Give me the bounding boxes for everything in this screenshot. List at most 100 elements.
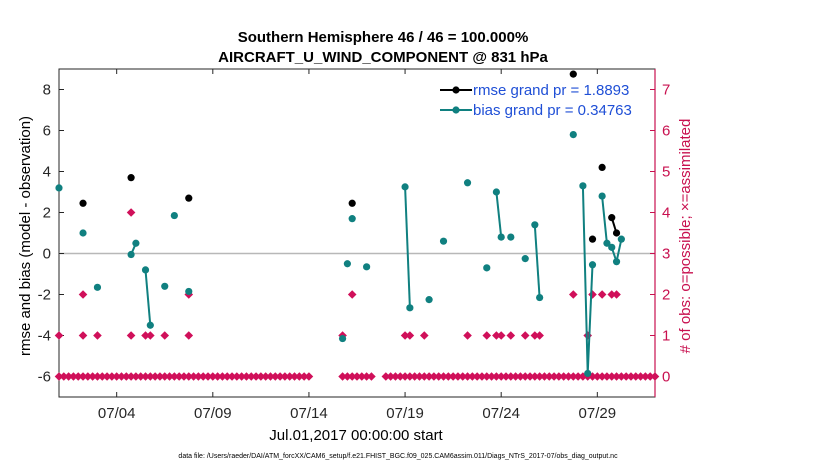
- obs-marker: [482, 331, 492, 340]
- bias-point: [79, 229, 87, 237]
- obs-marker: [506, 331, 516, 340]
- rmse-point: [185, 194, 193, 202]
- legend-label-rmse: rmse grand pr = 1.8893: [473, 82, 629, 99]
- obs-marker-zero: [222, 372, 232, 381]
- obs-marker-zero: [501, 372, 511, 381]
- x-tick-label: 07/04: [98, 405, 136, 422]
- obs-marker-zero: [343, 372, 352, 381]
- obs-marker-zero: [107, 372, 117, 381]
- x-axis-label: Jul.01,2017 00:00:00 start: [269, 427, 443, 444]
- obs-marker-zero: [275, 372, 285, 381]
- obs-marker-zero: [568, 372, 578, 381]
- bias-point: [401, 183, 409, 191]
- bias-point: [569, 131, 577, 139]
- bias-line: [533, 224, 541, 298]
- obs-marker-zero: [295, 372, 304, 381]
- obs-marker-zero: [530, 372, 540, 381]
- obs-marker-zero: [83, 372, 93, 381]
- bias-point: [363, 263, 371, 271]
- obs-marker-zero: [208, 372, 218, 381]
- obs-marker: [463, 331, 472, 340]
- bias-point: [584, 369, 592, 378]
- y-right-tick-label: 1: [662, 328, 670, 345]
- y-left-tick-label: 0: [43, 246, 51, 263]
- obs-marker-zero: [463, 372, 472, 381]
- obs-marker-zero: [472, 372, 482, 381]
- legend-label-bias: bias grand pr = 0.34763: [473, 102, 632, 119]
- bias-point: [141, 266, 150, 274]
- bias-point: [507, 233, 515, 241]
- obs-marker: [78, 331, 88, 340]
- obs-marker-zero: [612, 372, 621, 381]
- obs-marker-zero: [131, 372, 141, 381]
- obs-marker-zero: [194, 372, 203, 381]
- obs-marker-zero: [405, 372, 415, 381]
- obs-marker-zero: [174, 372, 184, 381]
- obs-marker-zero: [444, 372, 453, 381]
- bias-line: [144, 269, 152, 326]
- chart-title: Southern Hemisphere 46 / 46 = 100.000%: [238, 29, 529, 46]
- rmse-point: [79, 199, 87, 207]
- plot-frame: [58, 68, 656, 398]
- x-tick-label: 07/09: [194, 405, 232, 422]
- obs-marker-zero: [184, 372, 194, 381]
- obs-marker-zero: [189, 372, 198, 381]
- x-tick-label: 07/29: [579, 405, 617, 422]
- obs-marker-zero: [381, 372, 391, 381]
- obs-marker-zero: [136, 372, 146, 381]
- obs-marker-zero: [251, 372, 261, 381]
- obs-marker: [78, 290, 88, 299]
- obs-marker-zero: [150, 372, 160, 381]
- bias-point: [603, 239, 611, 247]
- obs-marker-zero: [54, 372, 64, 381]
- bias-point: [343, 260, 351, 268]
- obs-marker-zero: [458, 372, 468, 381]
- y-right-tick-label: 4: [662, 205, 670, 222]
- obs-marker-zero: [112, 372, 121, 381]
- bias-point: [588, 261, 597, 269]
- y-right-tick-label: 6: [662, 123, 670, 140]
- obs-marker-zero: [419, 372, 429, 381]
- y-right-tick-label: 7: [662, 82, 670, 99]
- bias-point: [93, 283, 102, 291]
- obs-marker-zero: [621, 372, 631, 381]
- obs-marker-zero: [213, 372, 222, 381]
- obs-marker-zero: [516, 372, 525, 381]
- bias-point: [483, 264, 491, 272]
- obs-marker-zero: [468, 372, 477, 381]
- obs-marker-zero: [299, 372, 309, 381]
- bias-point: [492, 188, 500, 196]
- obs-marker: [160, 331, 170, 340]
- obs-marker-zero: [549, 372, 559, 381]
- obs-marker-zero: [280, 372, 290, 381]
- obs-marker-zero: [338, 372, 347, 381]
- obs-marker-zero: [617, 372, 626, 381]
- obs-marker-zero: [540, 372, 549, 381]
- legend-marker-bias: [452, 106, 460, 114]
- legend-marker-rmse: [452, 86, 460, 94]
- obs-marker: [535, 331, 544, 340]
- obs-marker-zero: [520, 372, 530, 381]
- obs-marker: [126, 331, 136, 340]
- obs-marker-zero: [492, 372, 501, 381]
- obs-marker-zero: [266, 372, 275, 381]
- bias-point: [406, 304, 414, 312]
- bias-line: [495, 191, 503, 238]
- obs-marker-zero: [564, 372, 573, 381]
- obs-marker: [405, 331, 415, 340]
- obs-marker-zero: [160, 372, 170, 381]
- y-axis-right-label: # of obs: o=possible; ×=assimilated: [677, 119, 694, 354]
- bias-point: [132, 239, 140, 247]
- bias-point: [463, 179, 472, 187]
- obs-marker-zero: [64, 372, 73, 381]
- obs-marker-zero: [117, 372, 126, 381]
- obs-marker-zero: [170, 372, 179, 381]
- obs-marker-zero: [453, 372, 463, 381]
- bias-point: [612, 258, 621, 266]
- obs-marker-zero: [597, 372, 607, 381]
- obs-marker-zero: [554, 372, 564, 381]
- obs-marker-zero: [588, 372, 597, 381]
- obs-marker-zero: [511, 372, 520, 381]
- obs-marker-zero: [386, 372, 395, 381]
